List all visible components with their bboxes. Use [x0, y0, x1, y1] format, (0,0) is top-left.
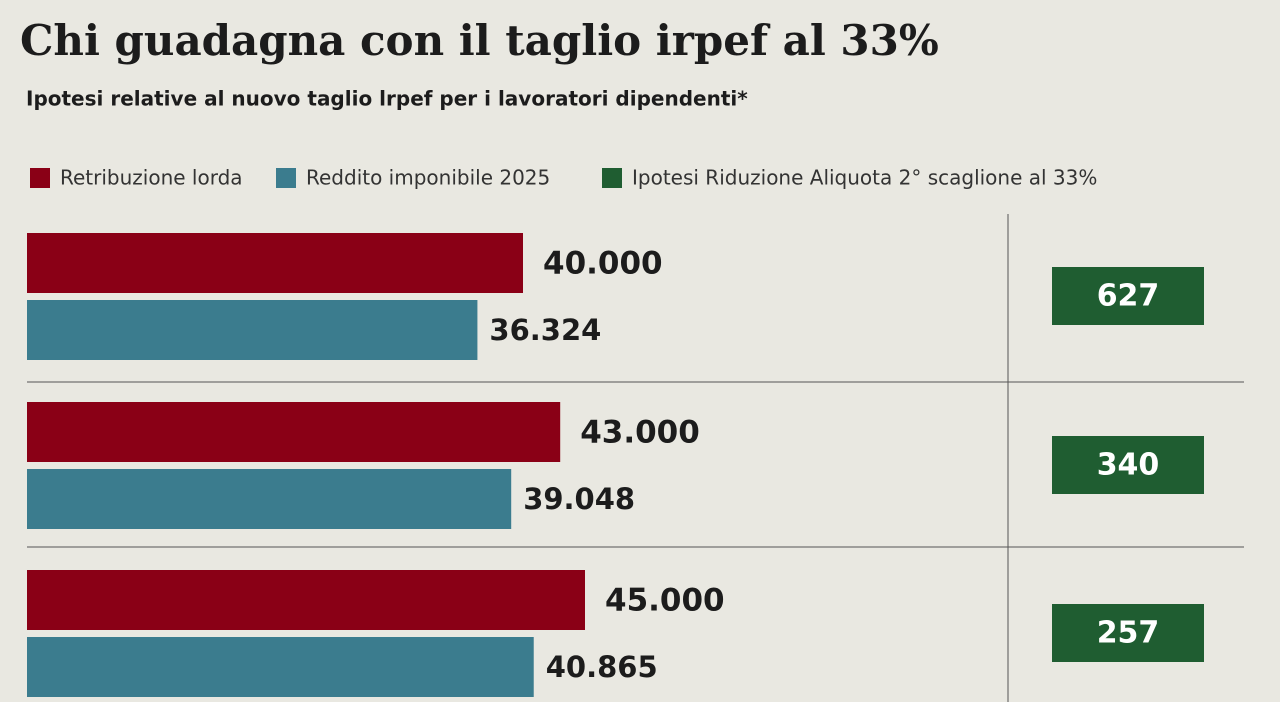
value-label: 43.000 — [580, 415, 700, 451]
legend-label: Ipotesi Riduzione Aliquota 2° scaglione … — [632, 166, 1097, 190]
reduction-label: 627 — [1097, 279, 1160, 314]
chart-subtitle: Ipotesi relative al nuovo taglio lrpef p… — [26, 87, 748, 111]
legend-swatch — [276, 168, 296, 188]
reduction-box — [1052, 267, 1204, 325]
value-label: 45.000 — [605, 583, 725, 619]
bar — [27, 402, 561, 462]
value-label: 40.865 — [546, 650, 658, 684]
reduction-box — [1052, 604, 1204, 662]
value-label: 36.324 — [489, 313, 601, 347]
chart-title: Chi guadagna con il taglio irpef al 33% — [20, 16, 939, 65]
legend-swatch — [602, 168, 622, 188]
legend-label: Retribuzione lorda — [60, 166, 243, 190]
bar — [27, 300, 478, 360]
reduction-label: 340 — [1097, 448, 1160, 483]
reduction-label: 257 — [1097, 616, 1160, 651]
bar — [27, 570, 585, 630]
bar — [27, 637, 534, 697]
value-label: 40.000 — [543, 246, 663, 282]
reduction-box — [1052, 436, 1204, 494]
legend-label: Reddito imponibile 2025 — [306, 166, 550, 190]
legend-swatch — [30, 168, 50, 188]
bar — [27, 469, 512, 529]
bar — [27, 233, 523, 293]
value-label: 39.048 — [523, 482, 635, 516]
